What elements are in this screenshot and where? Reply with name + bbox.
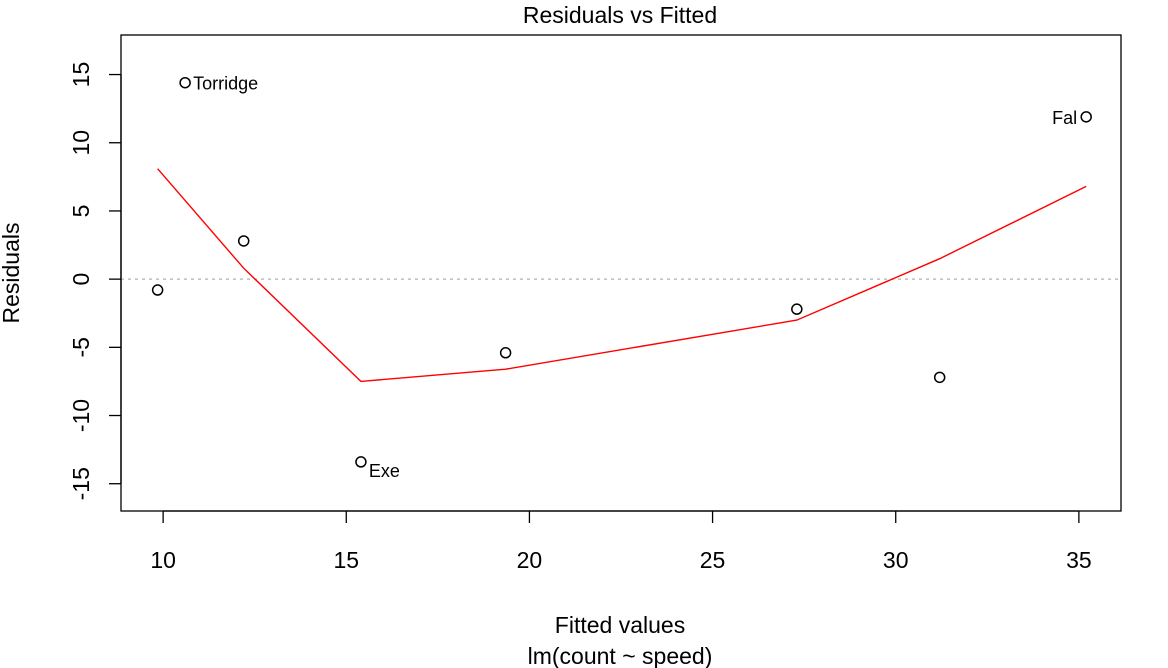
data-points: Torridge Exe Fal bbox=[151, 74, 1092, 481]
x-tick-label: 10 bbox=[150, 547, 176, 573]
x-tick-label: 25 bbox=[700, 547, 726, 573]
y-tick-label: 10 bbox=[68, 130, 94, 156]
data-point bbox=[1080, 111, 1092, 123]
y-tick-label: 5 bbox=[68, 205, 94, 218]
y-tick-label: -15 bbox=[68, 467, 94, 500]
data-point bbox=[933, 371, 946, 384]
x-axis-label: Fitted values bbox=[555, 612, 685, 638]
smoother-line bbox=[157, 168, 1087, 383]
y-tick-label: -5 bbox=[68, 337, 94, 357]
y-axis: -15 -10 -5 0 5 10 15 bbox=[68, 62, 122, 500]
data-point bbox=[237, 235, 250, 247]
y-tick-label: 15 bbox=[68, 62, 94, 88]
x-tick-label: 20 bbox=[517, 547, 543, 573]
x-axis: 10 15 20 25 30 35 bbox=[150, 510, 1092, 573]
data-point bbox=[179, 76, 191, 89]
x-tick-label: 15 bbox=[333, 547, 359, 573]
data-point bbox=[151, 284, 164, 296]
y-tick-label: 0 bbox=[68, 273, 94, 286]
x-tick-label: 35 bbox=[1066, 547, 1092, 573]
chart-title: Residuals vs Fitted bbox=[523, 2, 717, 28]
chart-subtitle: lm(count ~ speed) bbox=[528, 643, 713, 668]
y-tick-label: -10 bbox=[68, 399, 94, 432]
point-label: Exe bbox=[369, 461, 400, 481]
point-label: Fal bbox=[1052, 108, 1077, 128]
y-axis-label: Residuals bbox=[0, 223, 24, 324]
data-point bbox=[499, 347, 512, 359]
point-label: Torridge bbox=[193, 74, 258, 94]
x-tick-label: 30 bbox=[883, 547, 909, 573]
plot-frame bbox=[120, 34, 1122, 512]
data-point bbox=[355, 456, 367, 468]
data-point bbox=[791, 303, 803, 315]
